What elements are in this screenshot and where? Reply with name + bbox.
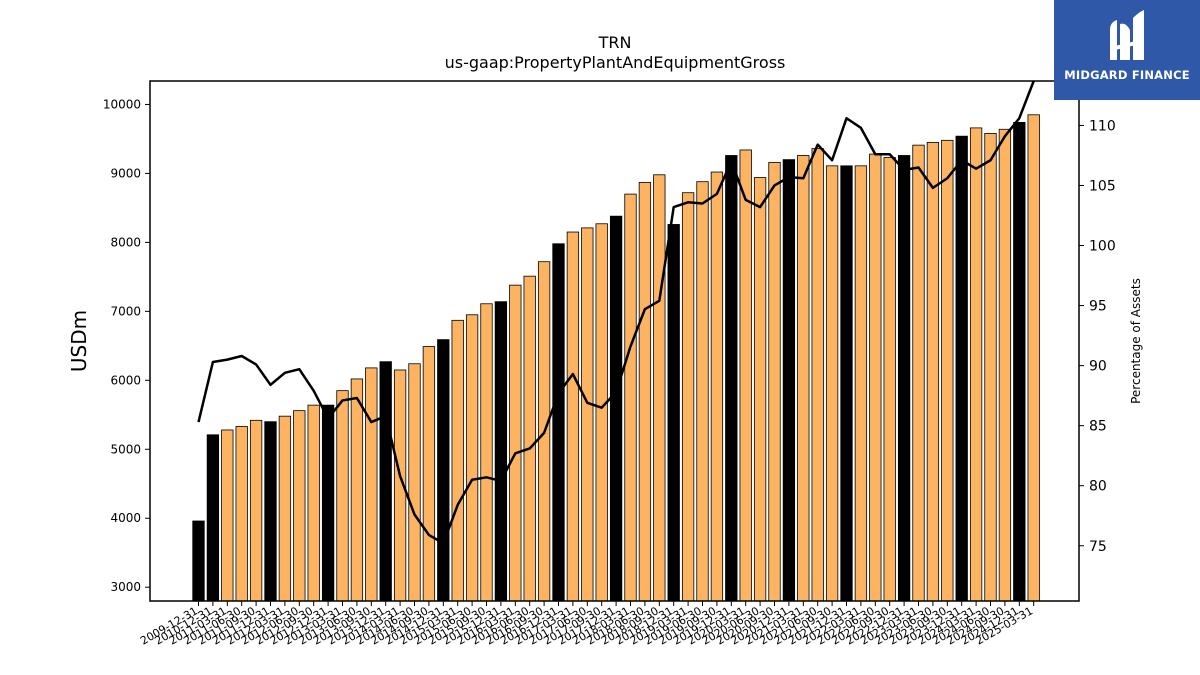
bar — [739, 149, 752, 602]
y2-axis-label: Percentage of Assets — [1129, 278, 1143, 404]
y-tick-label: 7000 — [110, 304, 141, 318]
bar — [681, 192, 695, 602]
bar — [293, 410, 306, 602]
y2-tick-label: 85 — [1089, 419, 1107, 435]
bar — [926, 141, 940, 602]
bar — [624, 193, 637, 602]
bar — [595, 223, 608, 602]
bar — [581, 227, 594, 602]
y-tick-label: 6000 — [110, 373, 141, 387]
bar — [869, 153, 882, 602]
bar — [825, 165, 839, 602]
bar — [811, 148, 824, 602]
y2-tick-label: 110 — [1089, 118, 1116, 134]
bar — [984, 133, 997, 602]
y-tick-label: 4000 — [110, 511, 141, 525]
y2-tick-label: 75 — [1089, 539, 1107, 555]
y-axis-label: USDm — [67, 310, 91, 372]
plot-frame — [149, 80, 1080, 602]
y2-tick-label: 100 — [1089, 239, 1116, 255]
bar — [379, 361, 392, 602]
bar — [941, 139, 954, 602]
bar — [249, 419, 263, 602]
bar — [192, 520, 205, 602]
brand-name: MIDGARD FINANCE — [1064, 68, 1190, 82]
bar — [221, 429, 234, 602]
y2-tick-label: 95 — [1089, 299, 1107, 315]
bar — [451, 319, 464, 602]
bar — [264, 421, 277, 602]
bar — [955, 135, 968, 602]
chart-title: TRN — [598, 33, 632, 52]
bar — [509, 284, 522, 602]
bar — [523, 275, 536, 602]
bar — [897, 155, 911, 602]
bar — [321, 404, 335, 602]
bar — [653, 174, 666, 602]
y-tick-label: 10000 — [103, 97, 141, 111]
line-layer — [197, 80, 1035, 545]
bar — [696, 181, 709, 602]
bar — [1013, 121, 1026, 602]
x-axis: 2009-12-312010-12-312011-03-312011-06-30… — [138, 601, 1035, 648]
bar — [667, 224, 680, 602]
bars-layer — [192, 114, 1040, 602]
bar — [638, 181, 652, 602]
y-axis: 3000 4000 5000 6000 7000 8000 9000 10000 — [103, 97, 150, 594]
bar — [1027, 114, 1040, 602]
bar — [912, 144, 925, 602]
bar — [408, 363, 421, 602]
bar — [278, 415, 292, 602]
bar — [566, 231, 580, 602]
bar — [336, 390, 349, 602]
bar — [840, 165, 853, 602]
bar — [768, 161, 781, 602]
midgard-logo-icon — [1110, 10, 1144, 61]
bar — [998, 128, 1012, 602]
y2-tick-label: 105 — [1089, 178, 1116, 194]
bar — [365, 367, 378, 602]
bar — [307, 404, 320, 602]
bar — [465, 314, 479, 602]
y-tick-label: 3000 — [110, 580, 141, 594]
bar — [235, 426, 248, 602]
bar — [437, 339, 450, 602]
bar — [494, 301, 508, 602]
y-tick-label: 9000 — [110, 166, 141, 180]
chart-subtitle: us-gaap:PropertyPlantAndEquipmentGross — [445, 53, 786, 72]
y2-tick-label: 90 — [1089, 359, 1107, 375]
bar — [552, 243, 565, 602]
bar — [710, 171, 724, 602]
bar — [480, 303, 493, 602]
bar — [969, 127, 983, 602]
brand-logo: MIDGARD FINANCE — [1054, 0, 1200, 100]
bar — [422, 346, 436, 602]
bar — [206, 434, 220, 602]
bar — [782, 159, 796, 602]
y-tick-label: 8000 — [110, 235, 141, 249]
bar — [725, 155, 738, 602]
y2-axis: 75 80 85 90 95 100 105 110 — [1079, 118, 1116, 555]
bar — [883, 157, 896, 602]
bar — [609, 215, 623, 602]
bar — [753, 177, 767, 602]
y-tick-label: 5000 — [110, 442, 141, 456]
bar — [797, 155, 810, 602]
bar — [854, 165, 868, 602]
y2-tick-label: 80 — [1089, 479, 1107, 495]
percent-line — [197, 80, 1035, 545]
bar — [350, 378, 364, 602]
